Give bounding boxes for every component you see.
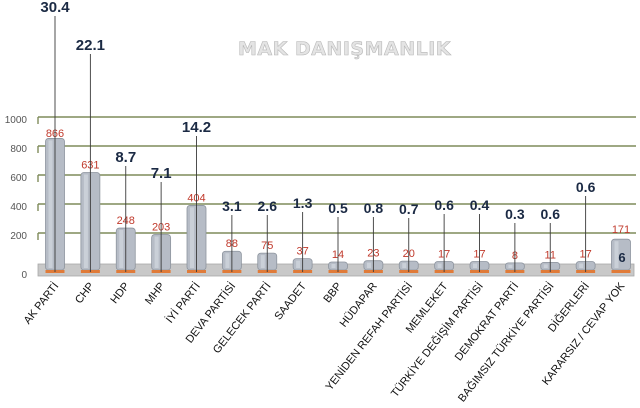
percent-label: 22.1 — [76, 37, 105, 54]
percent-label: 0.6 — [541, 206, 561, 222]
bar-highlight — [437, 263, 442, 268]
x-tick-label: HDP — [108, 280, 132, 306]
watermark-title: MAK DANIŞMANLIK — [238, 38, 451, 61]
percent-label: 0.5 — [328, 200, 348, 216]
bar-highlight — [614, 241, 619, 268]
x-tick-label: BBP — [321, 280, 344, 305]
bar-highlight — [190, 207, 194, 268]
percent-label: 0.7 — [399, 201, 419, 217]
bar-highlight — [83, 174, 88, 268]
x-tick-label: MHP — [143, 280, 168, 307]
bar-highlight — [579, 263, 584, 268]
percent-label: 14.2 — [182, 119, 211, 136]
bar-highlight — [260, 255, 265, 268]
y-tick-label: 200 — [10, 231, 27, 242]
x-tick-label: CHP — [73, 280, 97, 306]
y-tick-label: 400 — [10, 202, 27, 213]
percent-label: 0.3 — [505, 206, 525, 222]
x-tick-label: İYİ PARTİ — [163, 280, 203, 326]
percent-label: 3.1 — [222, 198, 242, 214]
bar-highlight — [48, 140, 53, 268]
percent-label: 30.4 — [40, 0, 70, 16]
y-tick-label: 0 — [21, 270, 27, 281]
percent-label: 2.6 — [258, 198, 278, 214]
bar-highlight — [508, 264, 513, 268]
percent-label: 0.4 — [470, 197, 490, 213]
percent-label: 0.6 — [434, 197, 454, 213]
bar-highlight — [543, 264, 548, 268]
bar-highlight — [154, 236, 159, 268]
bar-highlight — [473, 263, 477, 268]
bar-highlight — [366, 262, 371, 268]
x-tick-label: SAADET — [272, 280, 309, 322]
y-tick-label: 1000 — [5, 115, 28, 126]
x-tick-label: AK PARTİ — [21, 280, 61, 327]
percent-label: 6 — [618, 250, 625, 265]
x-tick-label: DEMOKRAT PARTİ — [452, 280, 521, 363]
y-tick-label: 800 — [10, 144, 27, 155]
percent-label: 1.3 — [293, 195, 313, 211]
percent-label: 0.6 — [576, 179, 596, 195]
bar-highlight — [296, 260, 301, 268]
bar-highlight — [402, 263, 407, 268]
bar-base-marker — [611, 270, 631, 273]
bar-highlight — [225, 253, 230, 268]
percent-label: 7.1 — [151, 165, 172, 182]
bar-highlight — [119, 230, 124, 268]
y-tick-label: 600 — [10, 173, 27, 184]
percent-label: 0.8 — [364, 200, 384, 216]
percent-label: 8.7 — [115, 149, 136, 166]
bar-highlight — [331, 263, 336, 268]
count-label: 171 — [612, 224, 630, 236]
